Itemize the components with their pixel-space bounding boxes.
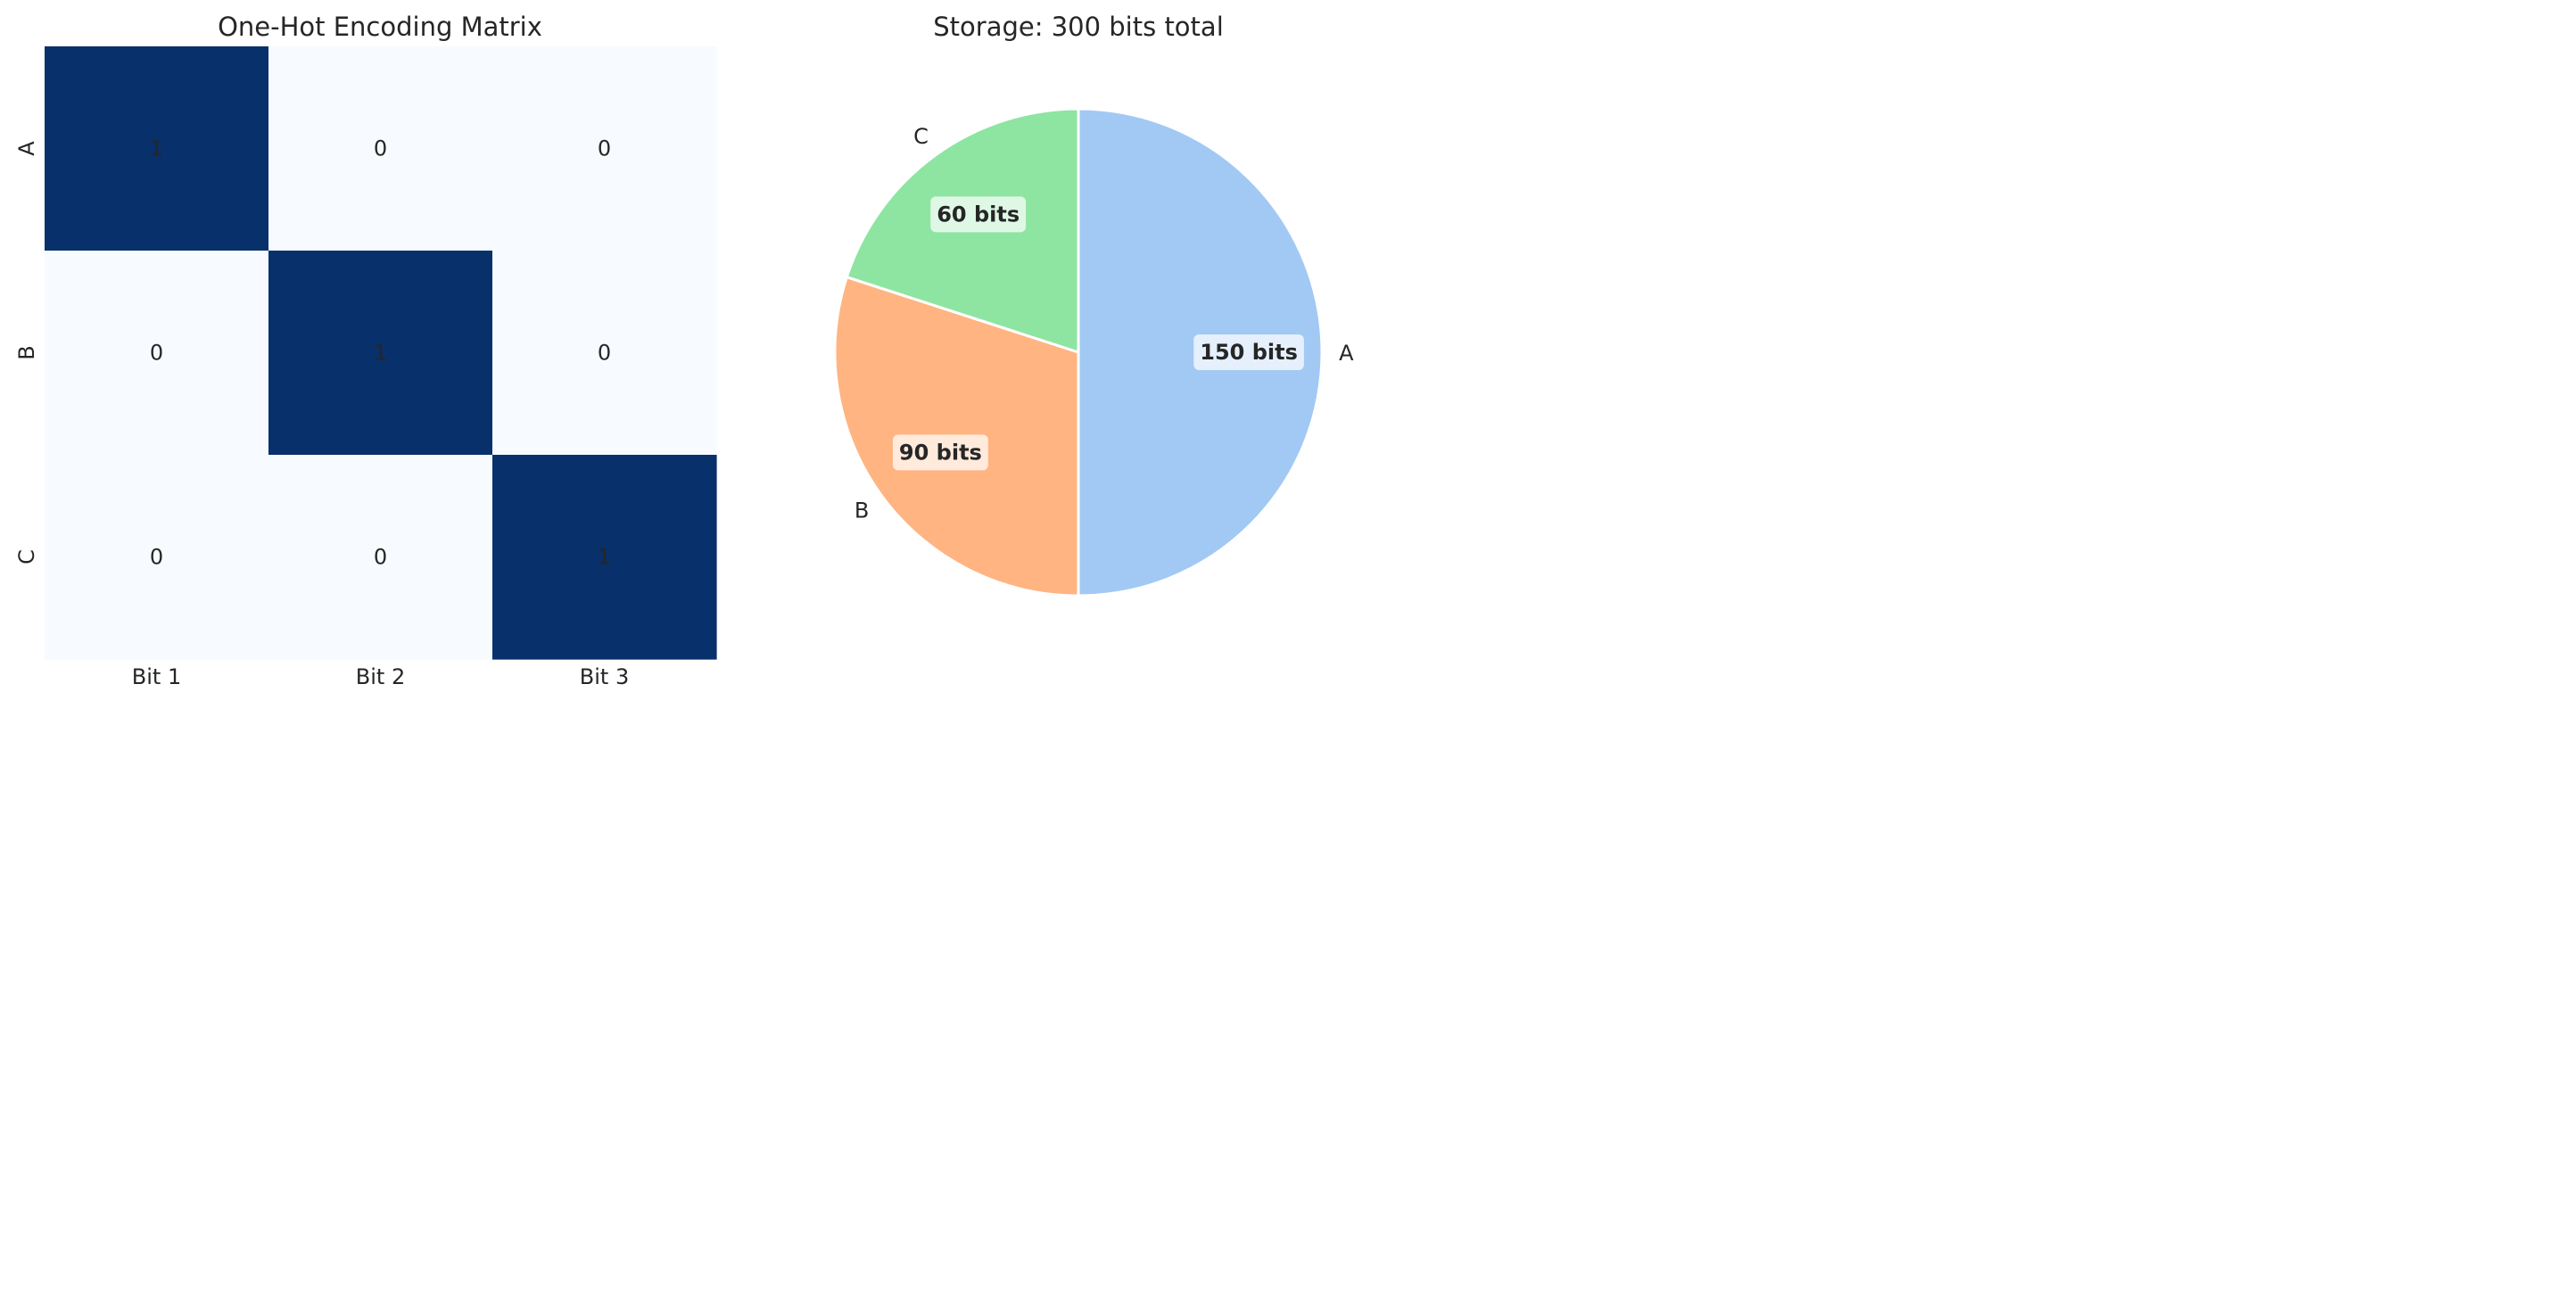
pie-slice-label: C: [913, 124, 929, 149]
heatmap-cell: [45, 455, 269, 660]
pie-slice-labels: A B C: [855, 124, 1354, 523]
pie-slice-label: B: [855, 499, 869, 523]
heatmap-x-tick-label: Bit 1: [132, 664, 181, 689]
heatmap-x-tick-label: Bit 2: [356, 664, 405, 689]
heatmap-cell: [268, 251, 493, 456]
pie-value-label-text: 150 bits: [1200, 340, 1298, 365]
heatmap-cell-label: 0: [598, 136, 611, 161]
heatmap-y-tick-label: C: [14, 549, 39, 565]
pie-value-labels: 150 bits 90 bits 60 bits: [892, 196, 1304, 471]
heatmap-cell: [492, 251, 717, 456]
heatmap-cell-label: 0: [598, 341, 611, 366]
pie-value-label-text: 60 bits: [937, 202, 1020, 227]
heatmap-cell: [268, 455, 493, 660]
heatmap-cell-label: 1: [150, 136, 163, 161]
heatmap-cells: 1 0 0 0 1 0 0 0 1: [45, 46, 717, 660]
pie-value-label: 60 bits: [930, 196, 1027, 233]
heatmap-cell-label: 0: [374, 545, 387, 570]
pie-value-label-box: [930, 196, 1027, 233]
heatmap-x-tick-label: Bit 3: [580, 664, 629, 689]
heatmap-cell: [45, 251, 269, 456]
heatmap-y-tick-label: B: [14, 345, 39, 359]
pie-value-label-text: 90 bits: [899, 440, 982, 465]
pie-value-label-box: [892, 434, 988, 471]
heatmap-cell: [45, 46, 269, 251]
heatmap-cell: [492, 46, 717, 251]
heatmap-cell-label: 0: [150, 545, 163, 570]
pie-slice-label: A: [1339, 341, 1354, 366]
pie-title: Storage: 300 bits total: [933, 12, 1224, 42]
heatmap-x-ticks: Bit 1 Bit 2 Bit 3: [132, 664, 629, 689]
pie-chart: Storage: 300 bits total A B C 150 bits 90 b…: [833, 12, 1354, 598]
heatmap-cell-label: 1: [374, 341, 387, 366]
heatmap-cell-label: 1: [598, 545, 611, 570]
heatmap-cell: [268, 46, 493, 251]
heatmap-y-tick-label: A: [14, 141, 39, 156]
heatmap-cell-label: 0: [374, 136, 387, 161]
heatmap-cell-label: 0: [150, 341, 163, 366]
heatmap-y-ticks: A B C: [14, 141, 39, 565]
pie-value-label: 90 bits: [892, 434, 988, 471]
heatmap-cell: [492, 455, 717, 660]
pie-value-label-box: [1193, 334, 1304, 370]
heatmap-title: One-Hot Encoding Matrix: [218, 12, 542, 42]
pie-value-label: 150 bits: [1193, 334, 1304, 370]
